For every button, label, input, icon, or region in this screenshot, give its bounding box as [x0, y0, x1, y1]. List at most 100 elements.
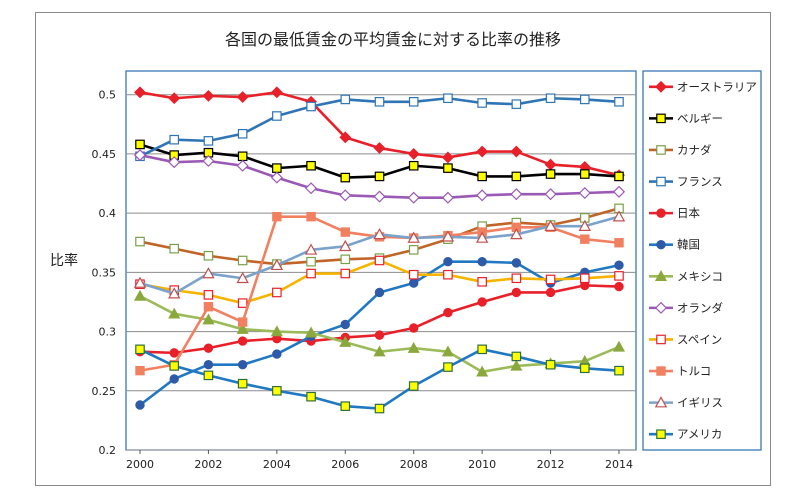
data-point [511, 287, 522, 298]
data-point [203, 250, 214, 261]
legend-item: トルコ [649, 364, 711, 378]
data-point [476, 145, 489, 158]
data-point [614, 238, 624, 248]
data-point [237, 255, 248, 266]
data-point [612, 340, 626, 352]
data-point [135, 344, 145, 355]
data-point [477, 277, 487, 287]
legend-label: オランダ [677, 301, 723, 315]
data-point [443, 256, 453, 267]
legend-label: カナダ [677, 143, 712, 157]
data-point [374, 171, 385, 182]
data-point [374, 330, 385, 340]
x-tick-label: 2002 [194, 458, 222, 471]
data-point [477, 171, 487, 182]
x-tick-label: 2014 [605, 458, 633, 471]
legend-item: オランダ [649, 301, 723, 315]
legend-label: ベルギー [677, 111, 723, 125]
data-point [409, 278, 419, 288]
legend-label: オーストラリア [677, 80, 757, 94]
legend-marker [656, 366, 666, 376]
data-point [340, 319, 350, 330]
data-point [272, 349, 282, 359]
data-point [169, 134, 180, 145]
data-point [441, 230, 455, 242]
data-point [511, 171, 522, 182]
data-point [443, 269, 453, 280]
data-point [305, 182, 318, 195]
data-point [340, 254, 351, 265]
data-point [407, 341, 420, 353]
data-point [511, 258, 522, 268]
data-point [169, 348, 179, 358]
data-point [409, 323, 419, 333]
data-point [408, 269, 419, 280]
data-point [169, 361, 180, 371]
y-tick-label: 0.35 [92, 266, 117, 279]
legend-marker [656, 113, 666, 124]
data-point [373, 142, 386, 154]
data-point [614, 365, 624, 376]
chart-frame: 各国の最低賃金の平均賃金に対する比率の推移 比率 0.2 0.25 0.3 0.35 0… [35, 12, 771, 486]
data-point [305, 326, 318, 338]
data-point [476, 189, 489, 202]
data-point [374, 255, 385, 266]
data-point [237, 298, 248, 308]
legend-marker [656, 429, 666, 440]
data-point [510, 228, 523, 240]
series-11 [133, 210, 626, 299]
legend-label: スペイン [677, 332, 722, 346]
data-point [510, 145, 523, 158]
series-9 [135, 255, 624, 308]
series-4 [135, 93, 624, 162]
data-point [237, 360, 248, 370]
data-point [408, 96, 419, 107]
data-point [340, 401, 351, 411]
data-point [578, 219, 592, 231]
data-point [168, 92, 181, 105]
data-point [475, 231, 489, 243]
series-5 [135, 280, 624, 358]
data-point [579, 169, 590, 179]
data-point [374, 287, 385, 298]
data-point [339, 335, 352, 347]
x-tick-label: 2004 [263, 458, 291, 471]
data-point [270, 258, 284, 271]
data-point [236, 91, 249, 103]
data-point [203, 370, 214, 381]
data-point [443, 362, 453, 372]
legend-item: カナダ [649, 143, 712, 157]
legend-marker [654, 270, 668, 281]
y-tick-label: 0.45 [92, 148, 117, 161]
y-tick-label: 0.5 [99, 89, 117, 102]
legend-label: アメリカ [677, 427, 722, 441]
data-point [270, 86, 283, 99]
data-point [339, 189, 352, 202]
data-point [202, 154, 215, 168]
y-axis-label: 比率 [50, 252, 78, 269]
legend-item: アメリカ [649, 427, 722, 441]
line-chart: 各国の最低賃金の平均賃金に対する比率の推移 比率 0.2 0.25 0.3 0.35 0… [50, 30, 762, 471]
data-point [408, 381, 419, 391]
data-point [237, 317, 248, 327]
data-point [340, 268, 351, 279]
data-point [373, 190, 386, 203]
legend-marker [655, 80, 667, 93]
data-point [477, 297, 487, 307]
data-point [579, 94, 590, 105]
data-point [236, 159, 249, 172]
data-point [443, 307, 453, 318]
y-tick-label: 0.2 [99, 444, 117, 457]
data-point [373, 228, 386, 240]
data-point [408, 160, 419, 171]
data-point [236, 322, 249, 334]
data-point [544, 158, 557, 171]
series-2 [135, 139, 624, 183]
data-point [169, 374, 179, 384]
data-point [579, 273, 590, 284]
legend-marker [656, 208, 666, 218]
data-point [612, 185, 626, 198]
data-point [340, 172, 351, 183]
data-point [270, 325, 283, 337]
legend-marker [656, 176, 666, 187]
